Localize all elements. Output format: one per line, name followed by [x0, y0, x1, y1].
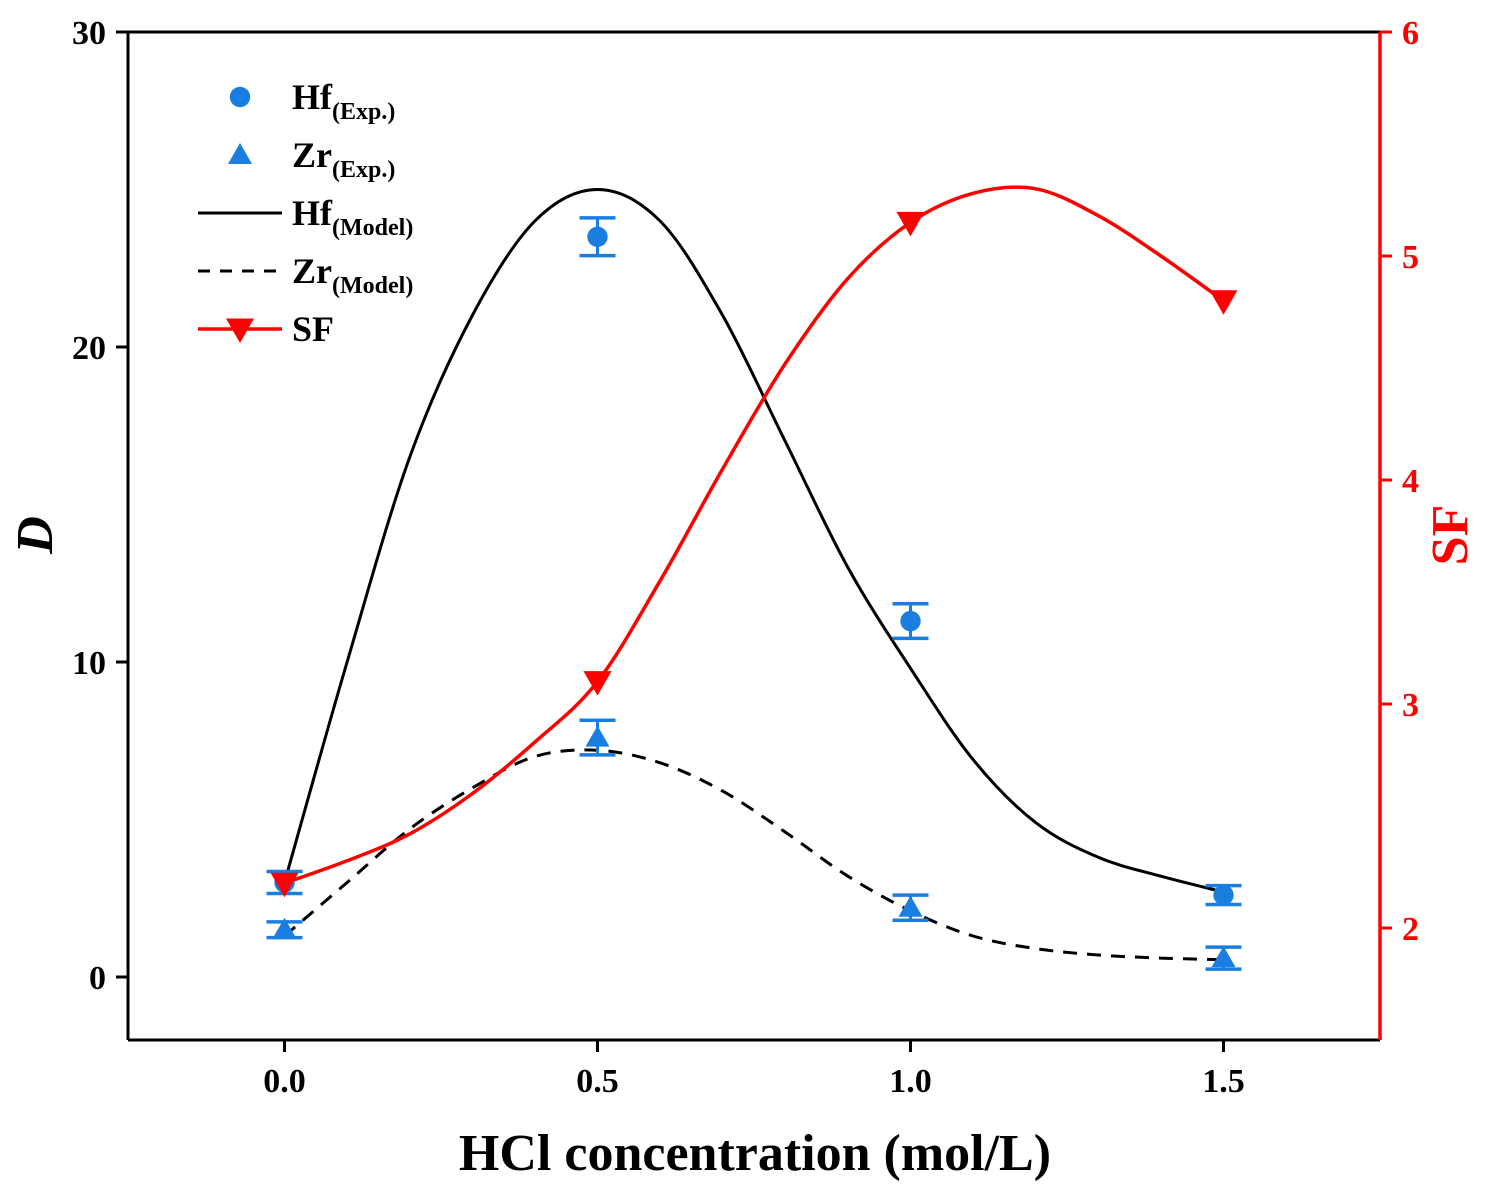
x-tick-label: 1.0: [889, 1063, 932, 1100]
legend: Hf(Exp.) Zr(Exp.) Hf(Model) Zr(Model) SF: [198, 77, 413, 349]
plot-area: [266, 185, 1242, 971]
sf-point: [270, 872, 299, 898]
x-tick-label: 1.5: [1202, 1063, 1245, 1100]
hf-exp-point: [900, 610, 921, 632]
axes: 0.0 0.5 1.0 1.5 0 10 20 30 2 3 4 5 6: [72, 15, 1419, 1100]
zr-exp-point: [272, 917, 297, 939]
y-tick-label: 0: [89, 960, 106, 997]
legend-item: SF: [198, 309, 334, 349]
zr-exp-point: [585, 725, 610, 747]
hf-exp-point: [1213, 884, 1234, 906]
sf-point: [896, 211, 925, 237]
y2-tick-label: 4: [1402, 463, 1419, 500]
legend-label: Zr(Model): [292, 251, 413, 299]
y2-tick-label: 2: [1402, 911, 1419, 948]
x-tick-label: 0.0: [263, 1063, 306, 1100]
y2-axis-title: SF: [1422, 505, 1479, 566]
zr-model-line: [283, 748, 1224, 962]
legend-item: Hf(Model): [198, 193, 413, 241]
legend-item: Hf(Exp.): [229, 77, 395, 125]
hf-exp-point: [587, 226, 608, 247]
zr-exp-point: [1211, 946, 1236, 968]
sf-line: [283, 185, 1225, 885]
y2-tick-label: 5: [1402, 239, 1419, 276]
sf-point: [583, 671, 612, 696]
y-tick-label: 10: [72, 645, 106, 682]
x-tick-label: 0.5: [576, 1063, 619, 1100]
y-tick-label: 20: [72, 330, 106, 367]
y2-tick-label: 6: [1402, 15, 1419, 52]
hf-model-line: [283, 187, 1224, 894]
x-axis-title: HCl concentration (mol/L): [459, 1125, 1051, 1182]
legend-marker: [226, 318, 254, 343]
y2-tick-label: 3: [1402, 687, 1419, 724]
legend-marker: [228, 143, 252, 164]
zr-exp-point: [898, 895, 923, 917]
y-tick-label: 30: [72, 15, 106, 52]
legend-item: Zr(Model): [198, 251, 413, 299]
legend-marker: [229, 86, 251, 108]
y-axis-title: D: [7, 516, 64, 555]
legend-label: SF: [292, 309, 334, 349]
legend-item: Zr(Exp.): [228, 135, 395, 183]
legend-label: Hf(Model): [292, 193, 413, 241]
legend-label: Zr(Exp.): [292, 135, 395, 183]
sf-point: [1209, 290, 1238, 315]
legend-label: Hf(Exp.): [292, 77, 395, 125]
